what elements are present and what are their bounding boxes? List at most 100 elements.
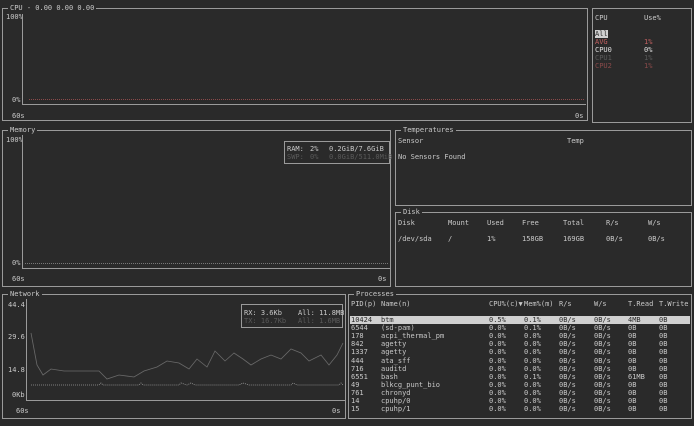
process-column-header[interactable]: T.Read [628, 300, 654, 308]
network-all-rx: All: 11.8MB [298, 309, 345, 317]
disk-cell: 158GB [522, 235, 544, 243]
process-cell: 0B [659, 356, 668, 365]
process-cell: 14 [351, 397, 360, 405]
process-cell: 0B [628, 364, 637, 373]
memory-panel[interactable]: Memory 100% 0% 60s 0s RAM: 2% 0.2GiB/7.6… [2, 126, 393, 287]
ram-value: 0.2GiB/7.6GiB [329, 145, 384, 153]
process-cell: 0.1% [524, 316, 541, 324]
cpu-legend-cpu2[interactable]: CPU2 [595, 62, 612, 70]
memory-y-min: 0% [12, 259, 21, 267]
process-row[interactable]: 178 acpi_thermal_pm 0.0% 0.0% 0B/s 0B/s 0B 0B [350, 332, 690, 340]
temp-header-temp: Temp [567, 137, 584, 145]
process-cell: cpuhp/1 [381, 405, 411, 414]
process-row[interactable]: 49 blkcg_punt_bio 0.0% 0.0% 0B/s 0B/s 0B 0B [350, 381, 690, 389]
network-all-tx: All: 1.6MB [298, 317, 341, 325]
process-cell: chronyd [381, 388, 411, 397]
temperatures-title: Temperatures [401, 126, 456, 134]
memory-graph-area [22, 135, 390, 269]
cpu-legend-all[interactable]: All [595, 30, 608, 38]
process-cell: 0.0% [524, 364, 541, 373]
cpu-legend-cpu1-use: 1% [644, 54, 653, 62]
memory-legend: RAM: 2% 0.2GiB/7.6GiB SWP: 0% 0.0GiB/511… [284, 141, 393, 164]
memory-usage-line [25, 263, 389, 264]
cpu-legend-cpu0[interactable]: CPU0 [595, 46, 612, 54]
network-x-start: 60s [16, 407, 29, 415]
process-cell: 0B [628, 324, 637, 333]
process-cell: 0B/s [559, 316, 576, 324]
process-row[interactable]: 716 auditd 0.0% 0.0% 0B/s 0B/s 0B 0B [350, 365, 690, 373]
swap-label: SWP: [287, 153, 304, 161]
cpu-legend-cpu1[interactable]: CPU1 [595, 54, 612, 62]
process-cell: 0B [659, 380, 668, 389]
process-cell: 0.0% [524, 405, 541, 414]
process-cell: 0.5% [489, 316, 506, 324]
process-row[interactable]: 14 cpuhp/0 0.0% 0.0% 0B/s 0B/s 0B 0B [350, 397, 690, 405]
process-cell: 0.0% [524, 348, 541, 357]
process-cell: 0B [628, 397, 637, 405]
process-column-header[interactable]: Name(n) [381, 300, 411, 308]
process-column-header[interactable]: PID(p) [351, 300, 377, 308]
swap-percent: 0% [310, 153, 319, 161]
process-cell: 10424 [351, 316, 373, 324]
temperatures-panel[interactable]: Temperatures Sensor Temp No Sensors Foun… [395, 126, 692, 206]
disk-column-header[interactable]: Used [487, 219, 504, 227]
process-row[interactable]: 6544 (sd-pam) 0.0% 0.1% 0B/s 0B/s 0B 0B [350, 324, 690, 332]
process-column-header[interactable]: T.Write [659, 300, 689, 308]
process-row[interactable]: 842 agetty 0.0% 0.0% 0B/s 0B/s 0B 0B [350, 340, 690, 348]
process-cell: 0.0% [489, 356, 506, 365]
process-cell: 0B/s [594, 348, 611, 357]
process-row[interactable]: 1337 agetty 0.0% 0.0% 0B/s 0B/s 0B 0B [350, 348, 690, 356]
cpu-legend-panel[interactable]: CPU Use% All AVG 1% CPU0 0% CPU1 1% CPU2… [592, 8, 692, 123]
process-column-header[interactable]: W/s [594, 300, 607, 308]
process-cell: 0B/s [594, 397, 611, 405]
disk-column-header[interactable]: W/s [648, 219, 661, 227]
network-graph-area [26, 299, 345, 401]
process-row[interactable]: 761 chronyd 0.0% 0.0% 0B/s 0B/s 0B 0B [350, 389, 690, 397]
network-tx: TX: 16.7Kb [244, 317, 287, 325]
process-cell: 0B/s [559, 324, 576, 333]
process-cell: 0.0% [524, 397, 541, 405]
process-cell: 0B/s [594, 388, 611, 397]
process-cell: 0B [659, 316, 668, 324]
cpu-graph-panel[interactable]: CPU - 0.00 0.00 0.00 100% 0% 60s 0s [2, 4, 588, 121]
process-row[interactable]: 15 cpuhp/1 0.0% 0.0% 0B/s 0B/s 0B 0B [350, 405, 690, 413]
process-row[interactable]: 6551 bash 0.0% 0.1% 0B/s 0B/s 61MB 0B [350, 373, 690, 381]
network-legend: RX: 3.6Kb All: 11.8MB TX: 16.7Kb All: 1.… [241, 304, 345, 328]
network-title: Network [8, 290, 42, 298]
disk-panel[interactable]: Disk Disk Mount Used Free Total R/s W/s /dev/s… [395, 208, 692, 287]
cpu-y-min: 0% [12, 96, 21, 104]
process-cell: 0B/s [594, 356, 611, 365]
cpu-legend-header-use: Use% [644, 14, 661, 22]
process-cell: 842 [351, 340, 364, 349]
memory-x-start: 60s [12, 275, 25, 283]
cpu-legend-avg[interactable]: AVG [595, 38, 608, 46]
disk-column-header[interactable]: Total [563, 219, 585, 227]
cpu-legend-avg-use: 1% [644, 38, 653, 46]
process-cell: 0B [659, 405, 668, 414]
process-cell: ata_sff [381, 356, 411, 365]
swap-value: 0.0GiB/511.0MiB [329, 153, 393, 161]
process-cell: 0B/s [594, 340, 611, 349]
process-cell: 0B [659, 388, 668, 397]
memory-y-max: 100% [6, 136, 23, 144]
process-row[interactable]: 444 ata_sff 0.0% 0.0% 0B/s 0B/s 0B 0B [350, 357, 690, 365]
process-cell: 0B [659, 324, 668, 333]
disk-column-header[interactable]: Mount [448, 219, 470, 227]
process-cell: 0B/s [559, 380, 576, 389]
process-column-header[interactable]: R/s [559, 300, 572, 308]
process-column-header[interactable]: Mem%(m) [524, 300, 554, 308]
disk-column-header[interactable]: R/s [606, 219, 619, 227]
disk-row[interactable]: /dev/sda / 1% 158GB 169GB 0B/s 0B/s [396, 235, 691, 243]
cpu-graph-area [22, 14, 586, 105]
cpu-y-max: 100% [6, 13, 23, 21]
process-row[interactable]: 10424 btm 0.5% 0.1% 0B/s 0B/s 4MB 0B [350, 316, 690, 324]
process-cell: 0B/s [594, 324, 611, 333]
disk-column-header[interactable]: Free [522, 219, 539, 227]
disk-column-header[interactable]: Disk [398, 219, 415, 227]
process-cell: 0.0% [489, 405, 506, 414]
network-panel[interactable]: Network 44.4 29.6 14.8 0Kb 60s 0s RX: 3.… [2, 290, 346, 419]
process-column-header[interactable]: CPU%(c)▼ [489, 300, 523, 308]
network-rx-line [30, 332, 344, 386]
disk-cell: 169GB [563, 235, 585, 243]
processes-panel[interactable]: Processes PID(p) Name(n) CPU%(c)▼ Mem%(m) R/… [348, 290, 692, 419]
